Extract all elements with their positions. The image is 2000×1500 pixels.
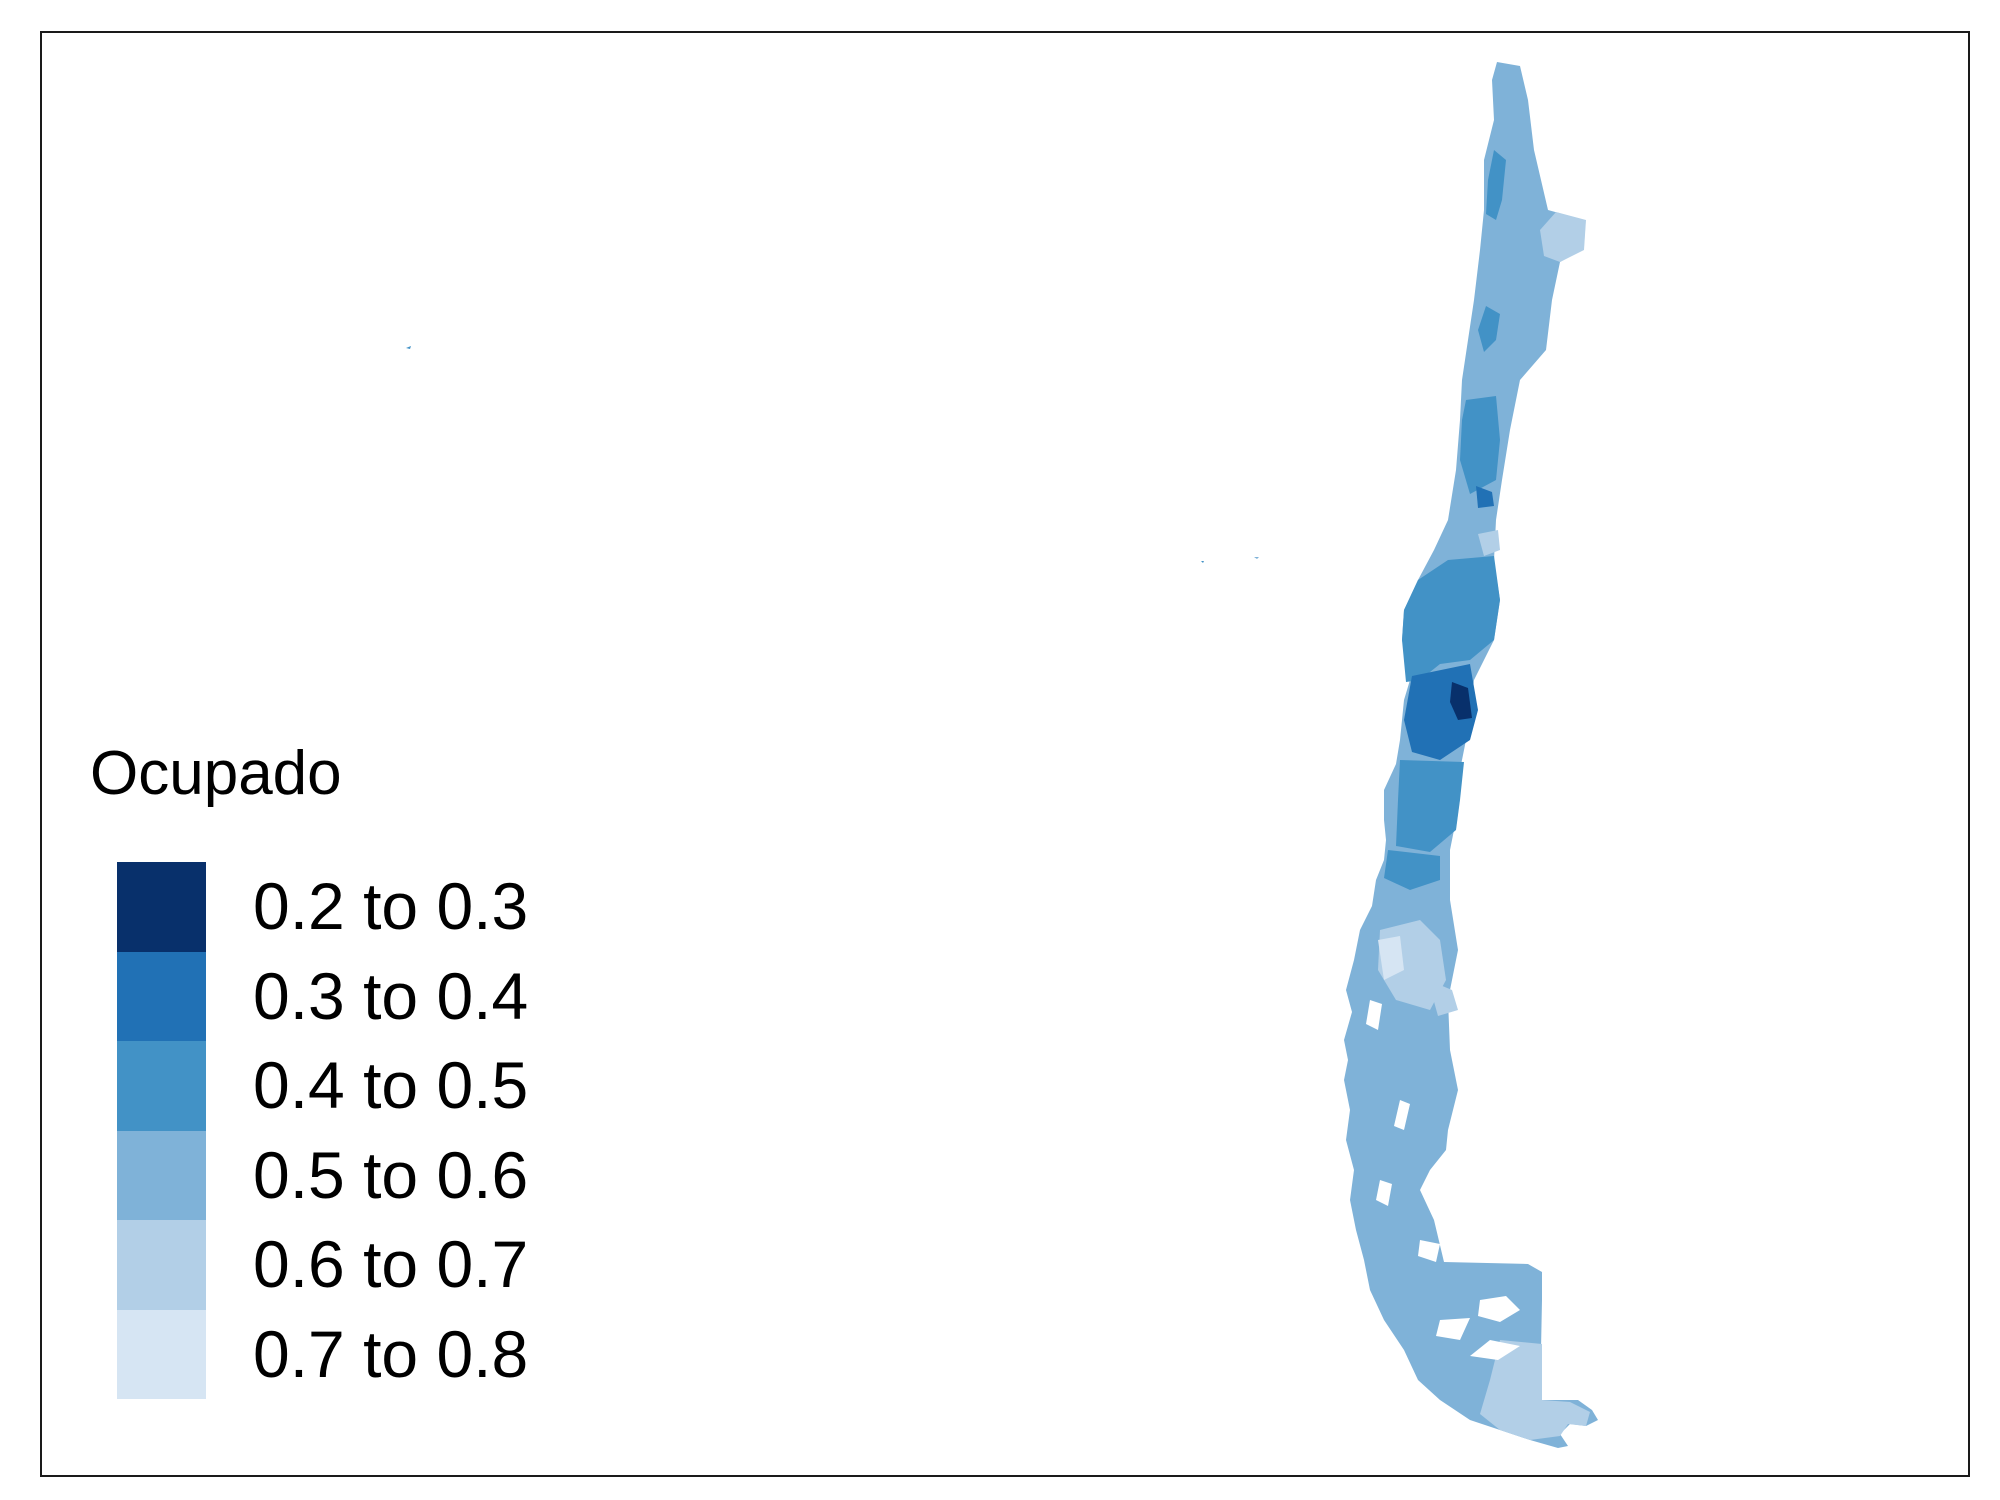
- region-south-central: [1396, 760, 1464, 852]
- legend-label: 0.4 to 0.5: [253, 1048, 529, 1122]
- legend-label: 0.6 to 0.7: [253, 1227, 529, 1301]
- island-mark: [406, 346, 411, 349]
- legend-item: 0.7 to 0.8: [117, 1309, 528, 1399]
- region-south-central-2: [1384, 850, 1440, 890]
- legend-item: 0.3 to 0.4: [117, 951, 528, 1041]
- legend: 0.2 to 0.3 0.3 to 0.4 0.4 to 0.5 0.5 to …: [117, 862, 528, 1399]
- legend-label: 0.2 to 0.3: [253, 869, 529, 943]
- fjords: [1366, 1000, 1520, 1360]
- island-mark: [1254, 557, 1259, 559]
- region-far-south: [1480, 1340, 1590, 1440]
- legend-item: 0.6 to 0.7: [117, 1220, 528, 1310]
- region-lakes-2: [1378, 936, 1404, 980]
- legend-swatch: [117, 1309, 206, 1399]
- country-outline: [1344, 62, 1598, 1448]
- legend-item: 0.2 to 0.3: [117, 862, 528, 952]
- region-capital: [1450, 682, 1472, 720]
- legend-label: 0.7 to 0.8: [253, 1316, 529, 1391]
- legend-item: 0.4 to 0.5: [117, 1041, 528, 1131]
- region-central: [1402, 556, 1500, 682]
- legend-swatch: [117, 1130, 206, 1220]
- legend-swatch: [117, 951, 206, 1041]
- legend-swatch: [117, 1041, 206, 1131]
- legend-label: 0.5 to 0.6: [253, 1137, 529, 1212]
- region-north-east-highlands: [1540, 212, 1586, 262]
- legend-item: 0.5 to 0.6: [117, 1130, 528, 1220]
- legend-label: 0.3 to 0.4: [253, 958, 529, 1033]
- region-lakes-3: [1428, 980, 1458, 1016]
- island-mark: [1201, 561, 1204, 563]
- region-north-coast: [1486, 150, 1506, 220]
- region-north-coast-2: [1478, 306, 1500, 352]
- region-north-central: [1460, 396, 1500, 494]
- region-north-central-2: [1476, 486, 1494, 508]
- legend-title: Ocupado: [90, 739, 342, 808]
- map-frame: [40, 31, 1970, 1477]
- legend-swatch: [117, 1220, 206, 1310]
- region-north-central-3: [1478, 530, 1500, 556]
- legend-swatch: [117, 862, 206, 952]
